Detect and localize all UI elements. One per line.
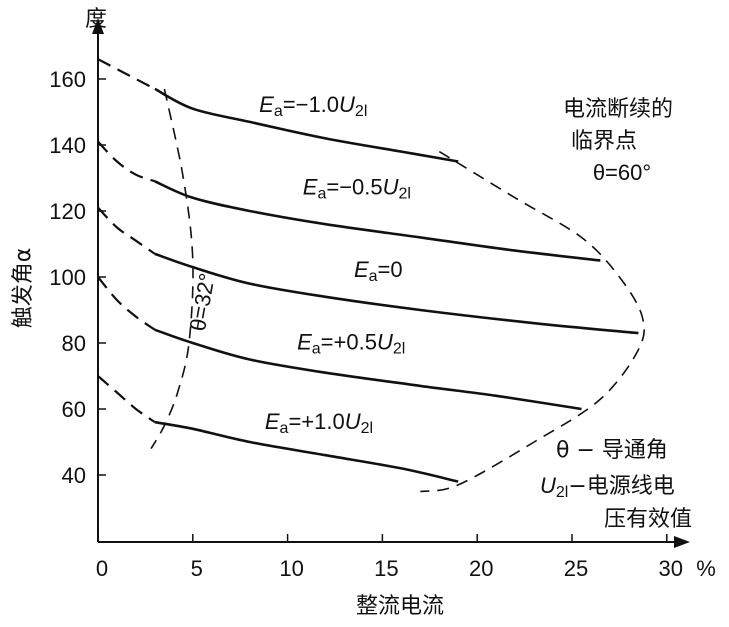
x-tick-label: 15	[374, 556, 398, 581]
y-tick-label: 80	[62, 331, 86, 356]
legend-theta: θ − 导通角	[556, 438, 668, 463]
x-axis-arrow	[674, 536, 690, 548]
series-3-label: Ea=+0.5U2l	[297, 330, 405, 358]
y-tick-label: 40	[62, 463, 86, 488]
y-tick-label: 100	[49, 265, 86, 290]
y-tick-label: 160	[49, 67, 86, 92]
series-0-label: Ea=−1.0U2l	[259, 92, 367, 120]
x-tick-label: 10	[279, 556, 303, 581]
y-axis-arrow	[92, 18, 104, 34]
y-tick-label: 60	[62, 397, 86, 422]
series-1-label: Ea=−0.5U2l	[303, 175, 411, 203]
x-tick-label: 5	[191, 556, 203, 581]
y-axis-label: 触发角α	[11, 248, 36, 329]
series-0-dashed	[97, 58, 156, 90]
critical-point-label-1: 电流断续的	[563, 97, 673, 122]
x-unit: %	[696, 556, 716, 581]
boundary-0	[150, 88, 194, 450]
series-2-line	[154, 252, 639, 335]
series-2-label: Ea=0	[354, 257, 403, 285]
y-tick-label: 140	[49, 133, 86, 158]
x-axis-label: 整流电流	[356, 594, 444, 619]
boundary-1	[420, 150, 645, 493]
critical-point-label-2: 临界点	[571, 129, 637, 154]
annotations: Ea=−1.0U2l Ea=−0.5U2l Ea=0 Ea=+0.5U2l Ea=+1.…	[185, 92, 692, 532]
series-4-label: Ea=+1.0U2l	[265, 409, 373, 437]
curves	[97, 58, 639, 483]
x-tick-label: 0	[96, 556, 108, 581]
y-unit: 度	[85, 7, 107, 32]
axes	[92, 18, 690, 548]
series-3-line	[154, 328, 582, 411]
theta32-label: θ=32°	[185, 271, 220, 333]
x-tick-label: 25	[564, 556, 588, 581]
critical-point-label-3: θ=60°	[593, 160, 651, 185]
series-1-line	[154, 180, 601, 262]
series-4-line	[154, 420, 459, 483]
series-4-dashed	[97, 375, 156, 424]
series-3-dashed	[97, 276, 156, 331]
legend-u2l-line2: 压有效值	[604, 507, 692, 532]
x-tick-label: 30	[659, 556, 683, 581]
boundary-curves	[150, 88, 645, 493]
series-1-dashed	[97, 140, 156, 183]
series-0-line	[154, 87, 459, 163]
y-tick-label: 120	[49, 199, 86, 224]
x-tick-label: 20	[469, 556, 493, 581]
series-2-dashed	[97, 206, 156, 255]
legend-u2l: U2l−电源线电	[540, 473, 675, 501]
